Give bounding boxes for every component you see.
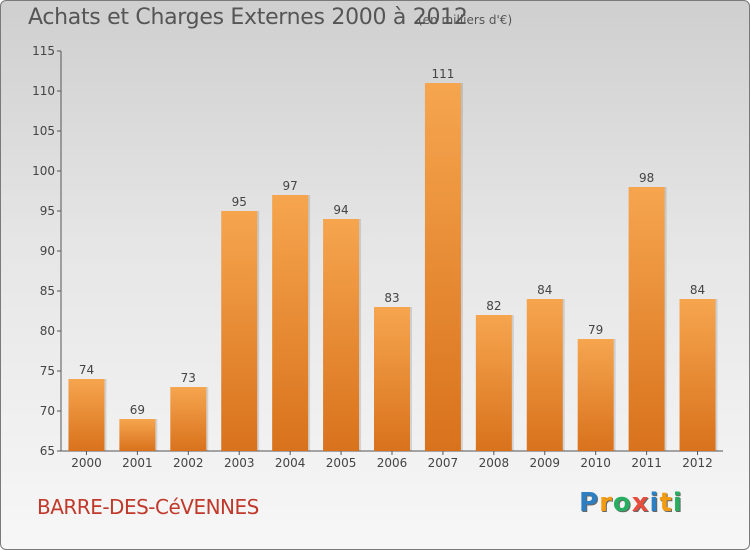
logo-letter: o (612, 488, 632, 518)
y-tick-label: 95 (40, 204, 55, 218)
data-label: 74 (79, 363, 94, 377)
logo-letter: r (599, 488, 613, 518)
bar (119, 419, 156, 451)
x-tick-label: 2011 (631, 456, 662, 470)
chart-subtitle: (en milliers d'€) (418, 13, 513, 27)
x-tick-label: 2009 (529, 456, 560, 470)
data-label: 69 (130, 403, 145, 417)
logo-letter: i (649, 488, 660, 518)
x-tick-label: 2001 (122, 456, 153, 470)
chart-title: Achats et Charges Externes 2000 à 2012 (28, 5, 468, 30)
y-tick-label: 105 (32, 124, 55, 138)
logo-letter: x (631, 488, 650, 518)
bar (526, 299, 563, 451)
data-label: 97 (283, 179, 298, 193)
logo-letter: P (579, 488, 600, 518)
data-label: 95 (232, 195, 247, 209)
data-label: 98 (639, 171, 654, 185)
bar (272, 195, 309, 451)
bar (221, 211, 258, 451)
data-label: 84 (690, 283, 705, 297)
y-tick-label: 100 (32, 164, 55, 178)
x-tick-label: 2007 (428, 456, 459, 470)
data-label: 83 (384, 291, 399, 305)
data-label: 111 (431, 67, 454, 81)
x-tick-label: 2010 (580, 456, 611, 470)
bar (475, 315, 512, 451)
x-tick-label: 2002 (173, 456, 204, 470)
logo-letter: t (659, 488, 673, 518)
bar (374, 307, 410, 451)
data-label: 94 (333, 203, 348, 217)
x-tick-label: 2008 (479, 456, 510, 470)
data-label: 73 (181, 371, 196, 385)
data-label: 79 (588, 323, 603, 337)
y-tick-label: 65 (40, 444, 55, 458)
x-tick-label: 2000 (71, 456, 102, 470)
x-tick-label: 2006 (377, 456, 408, 470)
bar (424, 83, 461, 451)
proxiti-logo[interactable]: Proxiti (579, 488, 683, 518)
data-label: 82 (486, 299, 501, 313)
x-tick-label: 2004 (275, 456, 306, 470)
bar (323, 219, 360, 451)
data-label: 84 (537, 283, 552, 297)
bar (170, 387, 207, 451)
y-tick-label: 70 (40, 404, 55, 418)
bar (68, 379, 105, 451)
y-tick-label: 75 (40, 364, 55, 378)
y-tick-label: 110 (32, 84, 55, 98)
x-tick-label: 2005 (326, 456, 357, 470)
logo-letter: i (672, 488, 683, 518)
y-tick-label: 85 (40, 284, 55, 298)
bar (628, 187, 665, 451)
bar (577, 339, 614, 451)
commune-name: BARRE-DES-CéVENNES (37, 495, 259, 519)
bar (679, 299, 716, 451)
y-tick-label: 80 (40, 324, 55, 338)
y-tick-label: 115 (32, 44, 55, 58)
x-tick-label: 2003 (224, 456, 255, 470)
y-tick-label: 90 (40, 244, 55, 258)
x-tick-label: 2012 (682, 456, 713, 470)
